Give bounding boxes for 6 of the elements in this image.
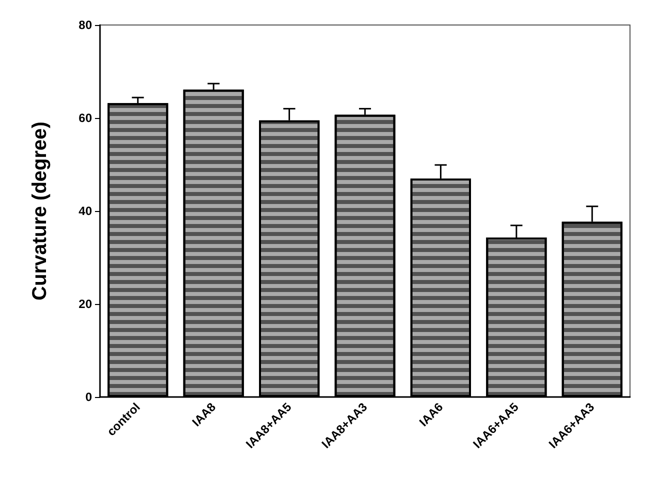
- y-tick-label: 60: [78, 111, 92, 125]
- y-tick-label: 40: [78, 204, 92, 218]
- y-tick-label: 80: [78, 18, 92, 32]
- y-tick-label: 20: [78, 297, 92, 311]
- y-tick-label: 0: [85, 390, 92, 404]
- y-axis-title: Curvature (degree): [29, 122, 51, 300]
